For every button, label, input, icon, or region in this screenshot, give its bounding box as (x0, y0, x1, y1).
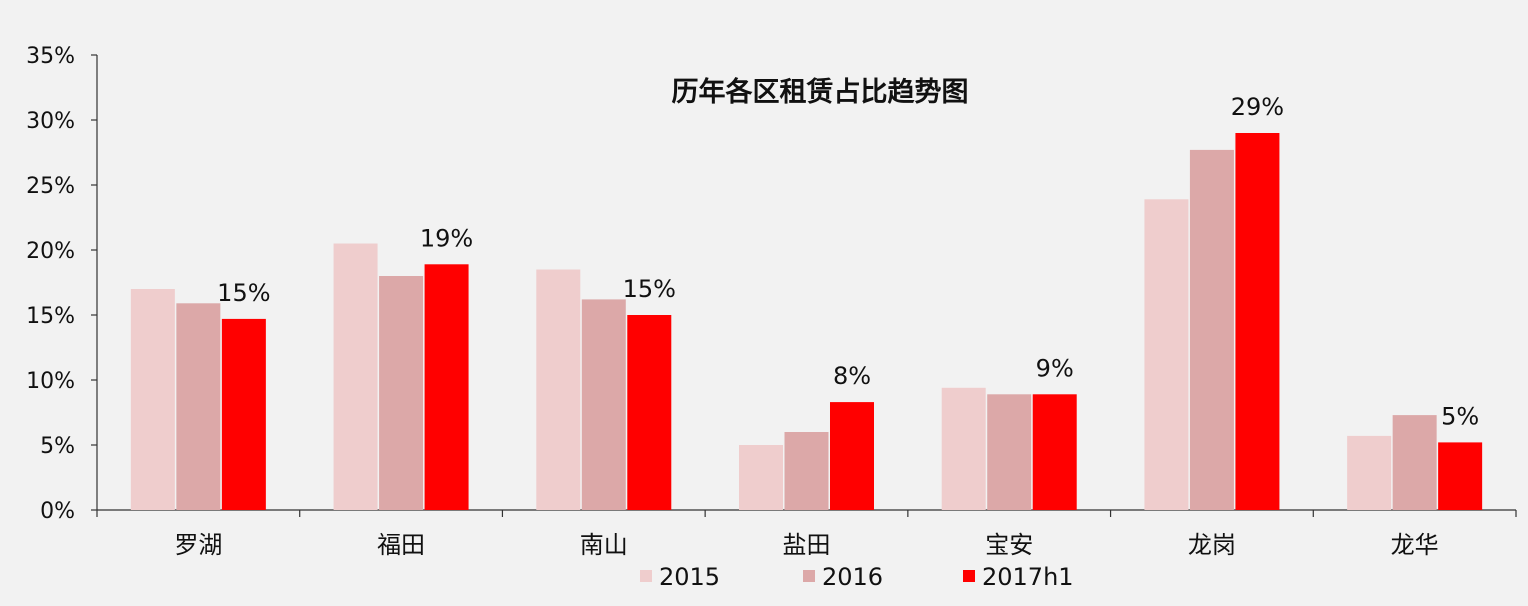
y-tick-label: 35% (26, 44, 75, 69)
legend-label: 2015 (659, 563, 720, 591)
bars (130, 133, 1483, 511)
legend-swatch (803, 570, 815, 582)
bar-2015-2 (536, 269, 581, 510)
bar-2016-1 (379, 276, 424, 510)
bar-2015-3 (739, 445, 783, 510)
bar-2017h1-6 (1438, 442, 1483, 510)
bar-2016-5 (1189, 149, 1234, 510)
category-label: 罗湖 (174, 531, 222, 559)
y-tick-label: 20% (26, 239, 75, 264)
y-tick-label: 15% (26, 304, 75, 329)
bar-2015-0 (130, 289, 175, 510)
y-tick-label: 30% (26, 109, 75, 134)
bar-2017h1-1 (424, 264, 469, 510)
bar-2016-0 (176, 303, 221, 510)
data-label: 19% (420, 224, 473, 252)
bar-2015-1 (333, 243, 378, 510)
data-label: 8% (833, 362, 871, 390)
bar-2017h1-5 (1235, 133, 1280, 510)
data-labels: 15% 19% 15% 8% 9% 29% 5% (217, 93, 1479, 430)
legend-label: 2017h1 (982, 563, 1074, 591)
legend-label: 2016 (822, 563, 883, 591)
data-label: 9% (1036, 354, 1074, 382)
bar-2016-4 (987, 394, 1032, 510)
legend: 2015 2016 2017h1 (640, 563, 1074, 591)
data-label: 15% (217, 279, 270, 307)
bar-2015-4 (941, 387, 986, 510)
category-label: 福田 (377, 531, 425, 559)
category-label: 盐田 (783, 531, 831, 559)
category-label: 龙岗 (1188, 531, 1236, 559)
bar-2017h1-3 (830, 402, 874, 510)
y-tick-label: 25% (26, 174, 75, 199)
y-tick-label: 0% (40, 499, 75, 524)
bar-2016-3 (784, 432, 829, 510)
bar-2016-2 (581, 299, 626, 510)
data-label: 29% (1231, 93, 1284, 121)
category-label: 龙华 (1391, 531, 1439, 559)
chart-title: 历年各区租赁占比趋势图 (672, 76, 969, 108)
bar-2017h1-2 (627, 315, 672, 510)
legend-swatch (640, 570, 652, 582)
y-tick-label: 5% (40, 434, 75, 459)
bar-2015-6 (1347, 435, 1392, 510)
bar-2017h1-4 (1032, 394, 1077, 510)
category-label: 南山 (580, 531, 628, 559)
category-label: 宝安 (985, 531, 1033, 559)
legend-swatch (963, 570, 975, 582)
bar-2016-6 (1392, 415, 1437, 510)
data-label: 5% (1441, 402, 1479, 430)
axes: 0% 5% 10% 15% 20% 25% 30% 35% 罗湖 福田 南山 盐田 宝安 龙岗 龙华 (26, 44, 1517, 559)
bar-2017h1-0 (221, 318, 266, 510)
y-tick-label: 10% (26, 369, 75, 394)
bar-2015-5 (1144, 199, 1189, 511)
data-label: 15% (623, 275, 676, 303)
